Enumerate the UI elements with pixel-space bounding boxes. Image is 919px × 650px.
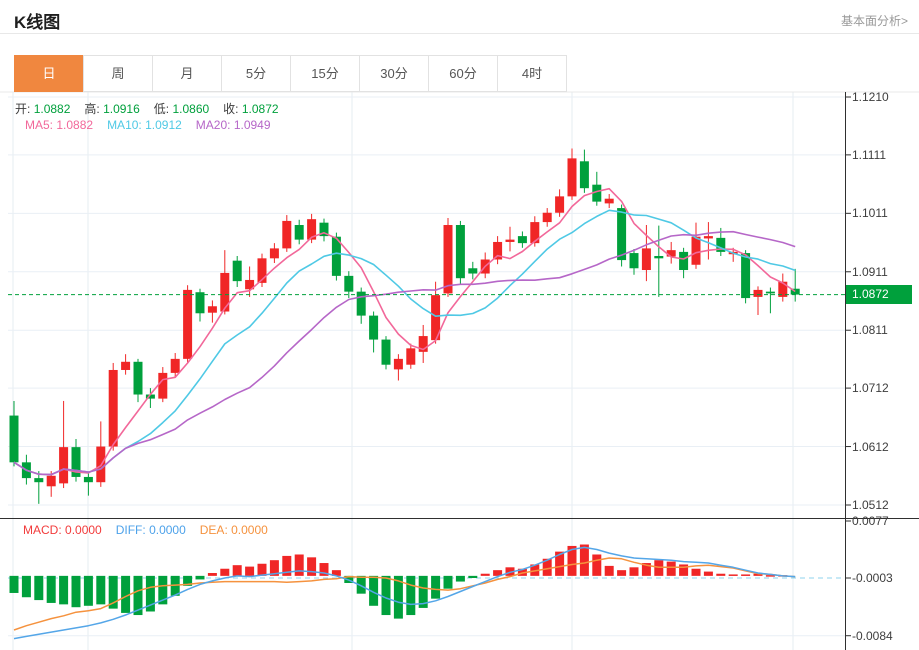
ma-legend: MA5: 1.0882 MA10: 1.0912 MA20: 1.0949 — [25, 118, 285, 132]
close-value: 1.0872 — [241, 102, 279, 116]
axis-tick-label: 1.0911 — [852, 264, 888, 279]
axis-tick-label: -0.0084 — [852, 628, 893, 643]
diff-value: 0.0000 — [149, 523, 186, 537]
ma5-value: 1.0882 — [56, 118, 94, 132]
low-label: 低: — [153, 102, 170, 116]
timeframe-tab-bar: 日周月 5分 15分 30分 60分 4时 — [14, 55, 567, 92]
axis-tick-label: 1.0712 — [852, 381, 889, 396]
ma20-label: MA20: — [195, 118, 231, 132]
close-label: 收: — [223, 102, 239, 116]
high-value: 1.0916 — [103, 102, 140, 116]
timeframe-tab-4[interactable]: 5分 — [221, 55, 291, 92]
ma20-value: 1.0949 — [233, 118, 271, 132]
timeframe-tab-3[interactable]: 月 — [152, 55, 222, 92]
ma10-value: 1.0912 — [145, 118, 182, 132]
timeframe-tab-6[interactable]: 30分 — [359, 55, 429, 92]
open-label: 开: — [15, 102, 31, 116]
timeframe-tab-7[interactable]: 60分 — [428, 55, 498, 92]
timeframe-tab-2[interactable]: 周 — [83, 55, 153, 92]
dea-value: 0.0000 — [231, 523, 268, 537]
macd-value: 0.0000 — [65, 523, 102, 537]
axis-tick-label: 1.0811 — [852, 323, 888, 338]
high-label: 高: — [84, 102, 100, 116]
ma5-label: MA5: — [25, 118, 54, 132]
macd-label: MACD: — [23, 523, 62, 537]
timeframe-tab-8[interactable]: 4时 — [497, 55, 567, 92]
axis-tick-label: 1.0612 — [852, 439, 889, 454]
current-price-tag: 1.0872 — [846, 285, 912, 305]
axis-tick-label: 1.1011 — [852, 206, 888, 221]
macd-legend: MACD: 0.0000 DIFF: 0.0000 DEA: 0.0000 — [23, 523, 282, 537]
timeframe-tab-1[interactable]: 日 — [14, 55, 84, 92]
timeframe-tab-5[interactable]: 15分 — [290, 55, 360, 92]
axis-tick-label: 1.0512 — [852, 498, 889, 512]
low-value: 1.0860 — [172, 102, 210, 116]
diff-label: DIFF: — [115, 523, 146, 537]
open-value: 1.0882 — [33, 102, 71, 116]
axis-tick-label: -0.0003 — [852, 571, 893, 585]
ohlc-legend: 开: 1.0882 高: 1.0916 低: 1.0860 收: 1.0872 — [15, 100, 293, 117]
axis-tick-label: 1.1111 — [852, 147, 887, 162]
axis-tick-label: 1.1210 — [852, 90, 889, 104]
fundamental-analysis-link[interactable]: 基本面分析> — [840, 14, 908, 28]
page-title: K线图 — [14, 13, 61, 32]
dea-label: DEA: — [199, 523, 228, 537]
ma10-label: MA10: — [107, 118, 142, 132]
header-divider — [0, 33, 919, 34]
axis-tick-label: 0.0077 — [852, 514, 889, 528]
